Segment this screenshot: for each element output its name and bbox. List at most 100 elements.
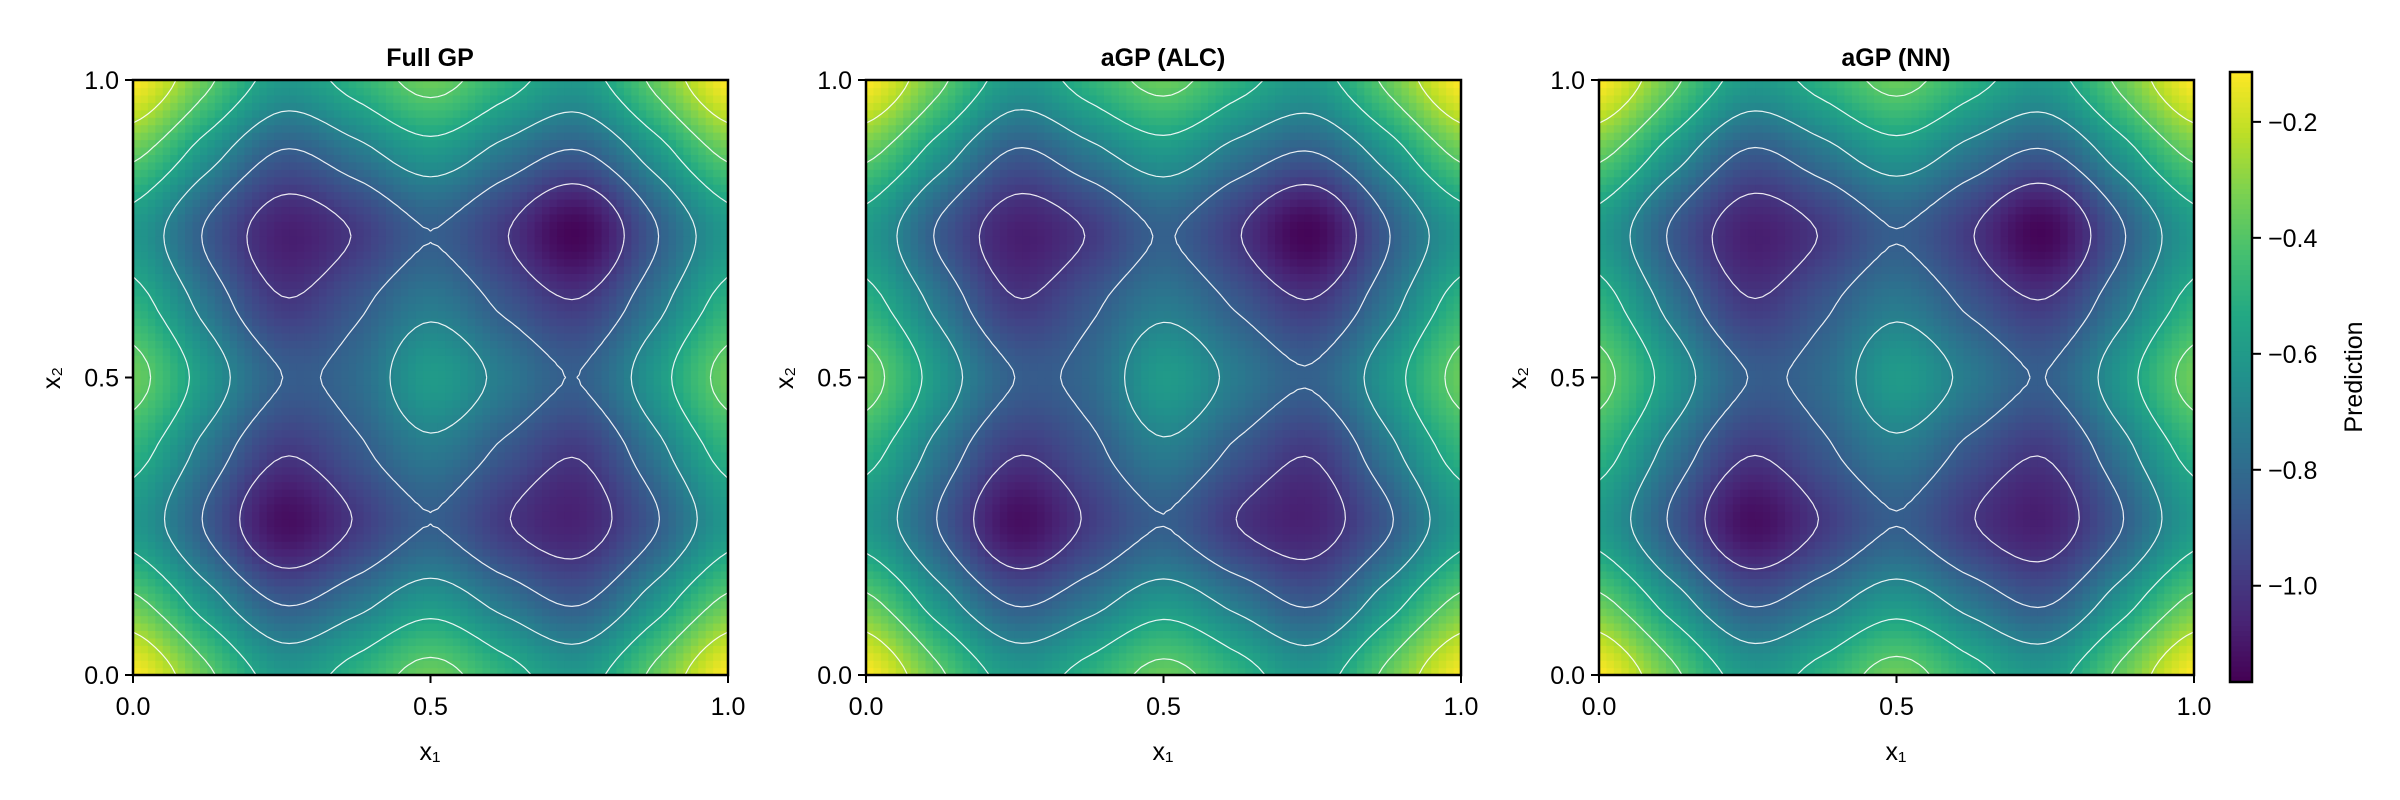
heatmap-cell [207, 407, 216, 416]
heatmap-cell [244, 355, 253, 364]
heatmap-cell [616, 288, 625, 297]
heatmap-cell [393, 206, 402, 215]
heatmap-cell [467, 273, 476, 282]
heatmap-cell [668, 593, 677, 602]
heatmap-cell [133, 503, 142, 512]
heatmap-cell [326, 489, 335, 498]
heatmap-cell [185, 526, 194, 535]
heatmap-cell [385, 622, 394, 631]
heatmap-cell [542, 370, 551, 379]
heatmap-cell [341, 228, 350, 237]
heatmap-cell [713, 273, 722, 282]
heatmap-cell [289, 444, 298, 453]
heatmap-cell [185, 556, 194, 565]
heatmap-cell [467, 600, 476, 609]
heatmap-cell [467, 422, 476, 431]
heatmap-cell [504, 392, 513, 401]
heatmap-cell [252, 459, 261, 468]
heatmap-cell [668, 221, 677, 230]
heatmap-cell [490, 645, 499, 654]
heatmap-cell [601, 318, 610, 327]
heatmap-cell [690, 660, 699, 669]
heatmap-cell [698, 526, 707, 535]
heatmap-cell [423, 637, 432, 646]
heatmap-cell [393, 303, 402, 312]
heatmap-cell [177, 228, 186, 237]
heatmap-cell [341, 660, 350, 669]
heatmap-cell [616, 608, 625, 617]
heatmap-cell [207, 206, 216, 215]
heatmap-cell [460, 407, 469, 416]
heatmap-cell [661, 213, 670, 222]
heatmap-cell [133, 288, 142, 297]
heatmap-cell [668, 660, 677, 669]
heatmap-cell [653, 392, 662, 401]
heatmap-cell [601, 355, 610, 364]
heatmap-cell [683, 570, 692, 579]
heatmap-cell [527, 236, 536, 245]
heatmap-cell [341, 377, 350, 386]
heatmap-cell [400, 511, 409, 520]
heatmap-cell [512, 355, 521, 364]
heatmap-cell [430, 399, 439, 408]
heatmap-cell [475, 362, 484, 371]
heatmap-cell [252, 518, 261, 527]
heatmap-cell [371, 451, 380, 460]
heatmap-cell [675, 660, 684, 669]
heatmap-cell [490, 585, 499, 594]
heatmap-cell [430, 660, 439, 669]
heatmap-cell [668, 451, 677, 460]
heatmap-cell [556, 466, 565, 475]
heatmap-cell [430, 556, 439, 565]
heatmap-cell [378, 630, 387, 639]
heatmap-cell [519, 258, 528, 267]
heatmap-cell [363, 585, 372, 594]
heatmap-cell [497, 459, 506, 468]
heatmap-cell [594, 637, 603, 646]
heatmap-cell [274, 437, 283, 446]
heatmap-cell [549, 414, 558, 423]
heatmap-cell [556, 228, 565, 237]
heatmap-cell [185, 340, 194, 349]
heatmap-cell [527, 258, 536, 267]
heatmap-cell [705, 437, 714, 446]
heatmap-cell [259, 622, 268, 631]
heatmap-cell [385, 593, 394, 602]
heatmap-cell [281, 548, 290, 557]
heatmap-cell [609, 652, 618, 661]
heatmap-cell [705, 303, 714, 312]
heatmap-cell [653, 407, 662, 416]
heatmap-cell [363, 451, 372, 460]
heatmap-cell [452, 622, 461, 631]
heatmap-cell [415, 303, 424, 312]
heatmap-cell [170, 377, 179, 386]
heatmap-cell [244, 518, 253, 527]
heatmap-cell [720, 593, 729, 602]
heatmap-cell [527, 563, 536, 572]
heatmap-cell [460, 563, 469, 572]
heatmap-cell [646, 213, 655, 222]
heatmap-cell [259, 407, 268, 416]
heatmap-cell [564, 347, 573, 356]
heatmap-cell [385, 652, 394, 661]
heatmap-cell [237, 563, 246, 572]
heatmap-cell [549, 518, 558, 527]
heatmap-cell [237, 548, 246, 557]
heatmap-cell [304, 221, 313, 230]
heatmap-cell [318, 221, 327, 230]
heatmap-cell [616, 652, 625, 661]
heatmap-cell [586, 295, 595, 304]
heatmap-cell [185, 429, 194, 438]
heatmap-cell [609, 481, 618, 490]
heatmap-cell [653, 236, 662, 245]
heatmap-cell [341, 370, 350, 379]
heatmap-cell [668, 503, 677, 512]
heatmap-cell [415, 288, 424, 297]
heatmap-cell [675, 392, 684, 401]
heatmap-cell [356, 213, 365, 222]
heatmap-cell [616, 377, 625, 386]
heatmap-cell [683, 481, 692, 490]
heatmap-cell [437, 645, 446, 654]
heatmap-cell [155, 213, 164, 222]
heatmap-cell [527, 414, 536, 423]
